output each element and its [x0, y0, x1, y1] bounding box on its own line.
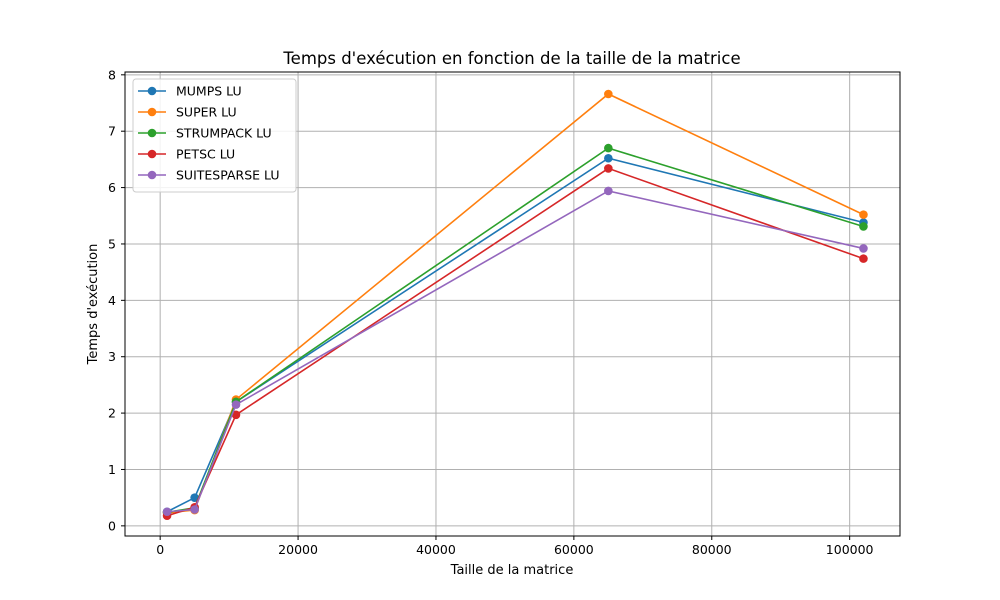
data-point [604, 143, 613, 153]
y-axis-ticks: 0 1 2 3 4 5 6 7 8 [108, 67, 125, 533]
data-point [604, 164, 613, 173]
legend-marker [147, 128, 157, 138]
legend-label: STRUMPACK LU [176, 126, 272, 141]
y-tick-label: 2 [108, 406, 116, 421]
x-tick-label: 100000 [826, 542, 874, 557]
legend-marker [147, 107, 157, 117]
legend-label: MUMPS LU [176, 84, 242, 99]
x-tick-label: 40000 [416, 542, 456, 557]
legend-marker [147, 170, 157, 180]
y-axis-label: Temps d'exécution [86, 244, 101, 366]
grid-lines [125, 72, 900, 536]
plot-frame [124, 71, 901, 537]
y-tick-label: 8 [108, 67, 116, 82]
legend-box [132, 78, 297, 193]
data-point [190, 505, 199, 514]
legend-label: SUITESPARSE LU [176, 168, 280, 183]
y-tick-label: 0 [108, 518, 116, 533]
data-point [231, 410, 241, 420]
data-point [859, 222, 868, 231]
chart-title: Temps d'exécution en fonction de la tail… [282, 49, 740, 68]
legend-label: PETSC LU [176, 147, 235, 162]
x-tick-label: 0 [156, 542, 164, 557]
data-point [604, 186, 613, 196]
legend-marker [147, 86, 157, 96]
data-point [604, 153, 613, 163]
data-point [162, 507, 172, 517]
x-tick-label: 80000 [692, 542, 732, 557]
y-tick-label: 7 [108, 124, 116, 139]
y-tick-label: 3 [108, 349, 116, 364]
x-axis-ticks: 0 20000 40000 60000 80000 100000 [156, 536, 874, 557]
y-tick-label: 4 [108, 293, 116, 308]
series-5 [162, 186, 868, 517]
x-tick-label: 60000 [554, 542, 594, 557]
y-tick-label: 5 [108, 236, 116, 251]
legend-marker [147, 149, 157, 159]
data-point [859, 210, 868, 219]
series-group [162, 89, 868, 521]
data-point [190, 493, 199, 502]
data-point [859, 254, 868, 263]
y-tick-label: 6 [108, 180, 116, 195]
data-point [231, 400, 241, 409]
y-tick-label: 1 [108, 462, 116, 477]
data-point [604, 89, 613, 99]
data-point [859, 244, 868, 253]
legend: MUMPS LU SUPER LU STRUMPACK LU PETSC LU SUIT… [132, 78, 297, 193]
legend-label: SUPER LU [176, 105, 237, 120]
x-tick-label: 20000 [278, 542, 318, 557]
x-axis-label: Taille de la matrice [450, 563, 574, 578]
